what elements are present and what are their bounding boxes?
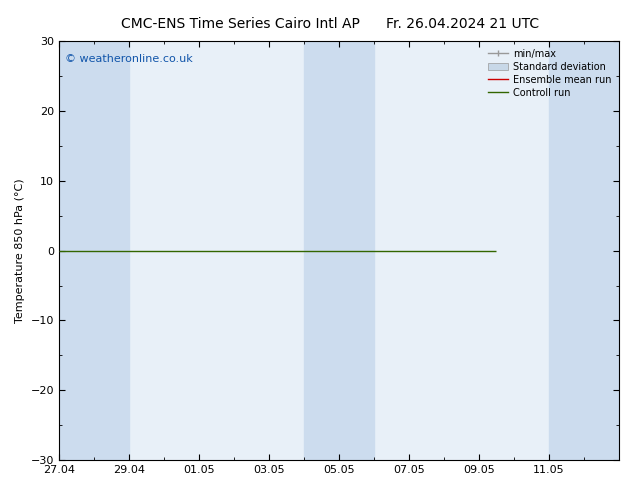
Bar (304, 41, 374, 460)
Text: © weatheronline.co.uk: © weatheronline.co.uk (65, 53, 192, 64)
Text: CMC-ENS Time Series Cairo Intl AP: CMC-ENS Time Series Cairo Intl AP (122, 17, 360, 31)
Y-axis label: Temperature 850 hPa (°C): Temperature 850 hPa (°C) (15, 178, 25, 323)
Text: Fr. 26.04.2024 21 UTC: Fr. 26.04.2024 21 UTC (386, 17, 540, 31)
Bar (549, 41, 619, 460)
Legend: min/max, Standard deviation, Ensemble mean run, Controll run: min/max, Standard deviation, Ensemble me… (486, 46, 614, 100)
Bar (59, 41, 129, 460)
